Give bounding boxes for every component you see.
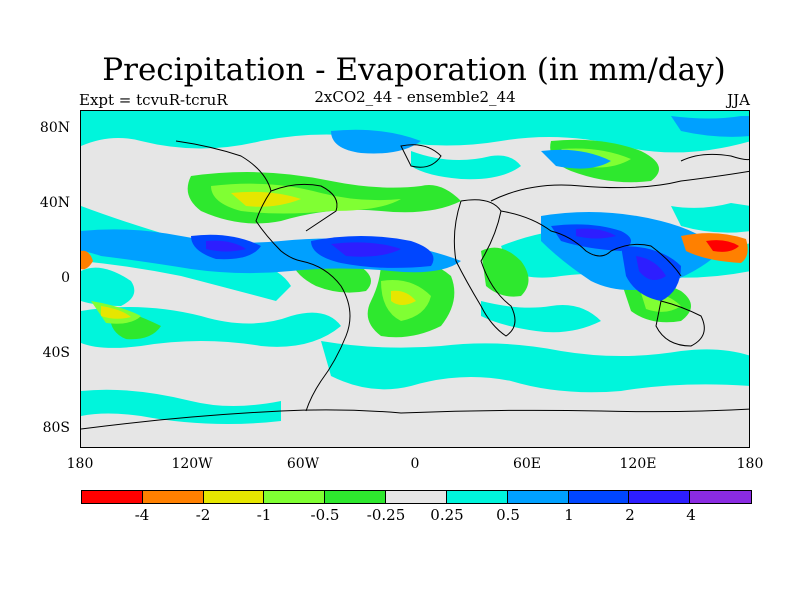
ensemble-label: 2xCO2_44 - ensemble2_44: [314, 88, 516, 106]
colorbar-label: 2: [625, 506, 635, 524]
colorbar-cell-2: [203, 491, 265, 503]
lon-label-120w: 120W: [171, 456, 213, 472]
colorbar-cell-3: [264, 491, 326, 503]
map-title: Precipitation - Evaporation (in mm/day): [102, 52, 726, 88]
colorbar: [81, 490, 752, 504]
contour-band-neg1: [101, 191, 416, 319]
colorbar-label: -1: [256, 506, 272, 524]
lon-label-60w: 60W: [286, 456, 320, 472]
lat-label-80s: 80S: [42, 420, 70, 436]
coastlines: [81, 140, 749, 430]
colorbar-cell-6: [446, 491, 508, 503]
lon-label-0: 0: [410, 456, 420, 472]
colorbar-cell-8: [568, 491, 630, 503]
colorbar-label: 1: [564, 506, 574, 524]
colorbar-cell-0: [82, 491, 143, 503]
colorbar-cell-5: [386, 491, 447, 503]
colorbar-cell-9: [629, 491, 691, 503]
colorbar-cell-7: [507, 491, 569, 503]
colorbar-cell-4: [325, 491, 387, 503]
colorbar-label: -0.5: [310, 506, 340, 524]
lon-label-60e: 60E: [512, 456, 542, 472]
contour-band-2: [206, 228, 666, 280]
experiment-label: Expt = tcvuR-tcruR: [79, 91, 228, 109]
contour-band-0.25: [81, 111, 749, 425]
colorbar-label: -4: [134, 506, 150, 524]
lon-label-120e: 120E: [619, 456, 657, 472]
lat-label-0: 0: [61, 270, 70, 286]
lat-label-40n: 40N: [39, 195, 70, 211]
contour-map: [81, 111, 749, 430]
colorbar-cell-10: [690, 491, 751, 503]
colorbar-label: 0.5: [496, 506, 520, 524]
map-panel: [80, 110, 750, 448]
contour-band-neg4: [706, 240, 739, 252]
lat-label-40s: 40S: [42, 345, 70, 361]
colorbar-cell-1: [142, 491, 204, 503]
colorbar-label: -2: [195, 506, 211, 524]
colorbar-label: 0.25: [430, 506, 464, 524]
lon-label-180w: 180: [66, 456, 94, 472]
colorbar-label: 4: [686, 506, 696, 524]
colorbar-label: -0.25: [366, 506, 406, 524]
lon-label-180e: 180: [736, 456, 764, 472]
season-label: JJA: [727, 91, 750, 109]
lat-label-80n: 80N: [39, 120, 70, 136]
